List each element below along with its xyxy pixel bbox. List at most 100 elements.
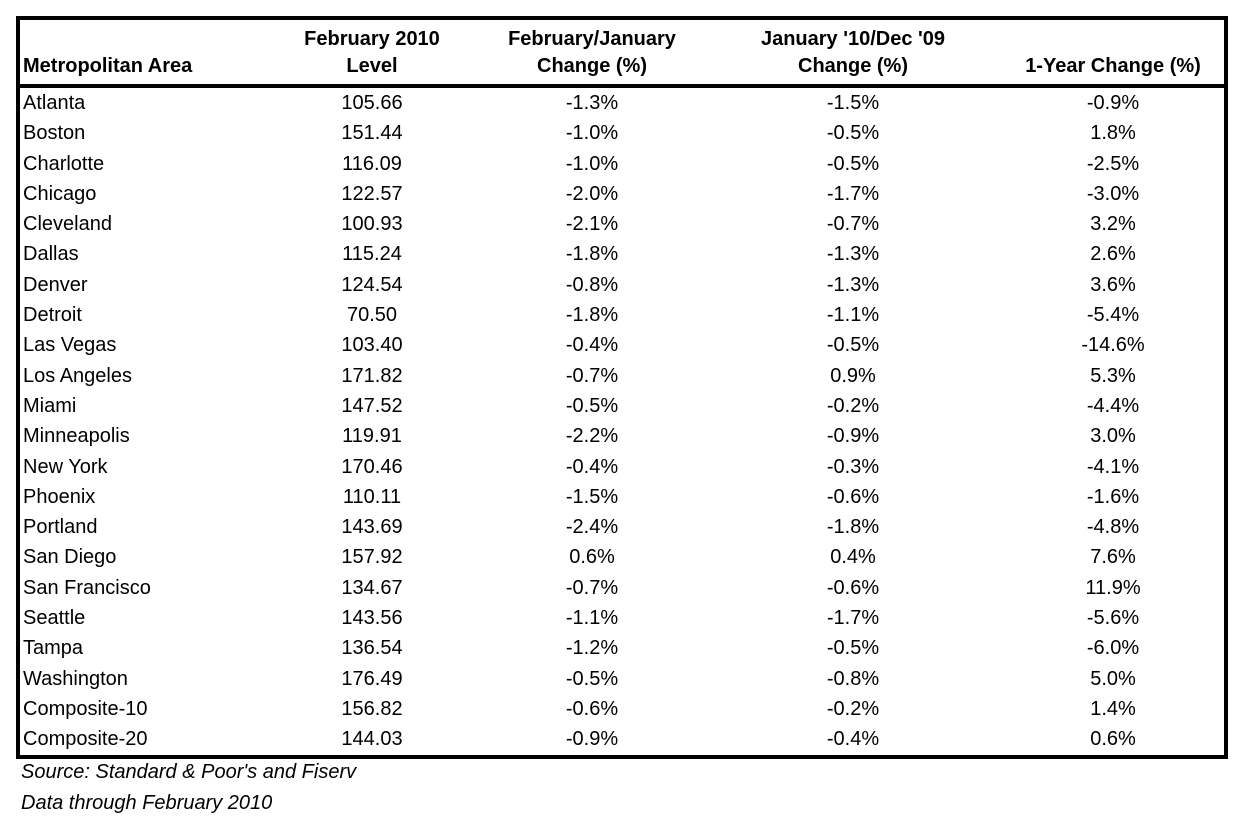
value-cell: -1.7% [826, 182, 880, 205]
value-cell: 134.67 [341, 576, 403, 599]
value-cell: -0.2% [826, 394, 880, 417]
metro-area-cell: Detroit [23, 304, 82, 327]
value-cell: -0.8% [826, 667, 880, 690]
home-price-index-table: Metropolitan Area February 2010 Level Febru… [16, 16, 1228, 759]
header-line: Metropolitan Area [23, 55, 193, 77]
value-cell: 136.54 [341, 637, 403, 660]
table-row: Chicago 122.57 -2.0% -1.7% -3.0% [20, 179, 1224, 209]
value-cell: -4.4% [1086, 394, 1140, 417]
value-cell: -0.7% [565, 364, 619, 387]
value-cell: -5.4% [1086, 304, 1140, 327]
value-cell: 7.6% [1090, 546, 1136, 569]
table-row: Minneapolis 119.91 -2.2% -0.9% 3.0% [20, 421, 1224, 451]
value-cell: -1.3% [565, 92, 619, 114]
column-header-metropolitan-area: Metropolitan Area [20, 20, 264, 88]
value-cell: 116.09 [342, 152, 402, 175]
value-cell: -6.0% [1086, 637, 1140, 660]
value-cell: -0.5% [826, 637, 880, 660]
table-row: Miami 147.52 -0.5% -0.2% -4.4% [20, 391, 1224, 421]
table-row: Dallas 115.24 -1.8% -1.3% 2.6% [20, 239, 1224, 269]
metro-area-cell: Los Angeles [23, 364, 132, 387]
value-cell: -1.6% [1086, 485, 1140, 508]
value-cell: -1.1% [565, 607, 619, 630]
value-cell: -0.5% [565, 667, 619, 690]
metro-area-cell: Atlanta [23, 92, 86, 114]
column-header-one-year-change: 1-Year Change (%) [1002, 20, 1224, 88]
value-cell: 122.57 [341, 182, 403, 205]
value-cell: -1.2% [565, 637, 619, 660]
value-cell: -1.0% [565, 152, 619, 175]
value-cell: 2.6% [1090, 243, 1136, 266]
metro-area-cell: Denver [23, 273, 88, 296]
value-cell: 1.8% [1090, 122, 1136, 145]
value-cell: -0.4% [565, 455, 619, 478]
value-cell: 5.0% [1090, 667, 1136, 690]
column-header-february-2010-level: February 2010 Level [264, 20, 480, 88]
metro-area-cell: Chicago [23, 182, 97, 205]
value-cell: 1.4% [1090, 697, 1136, 720]
metro-area-cell: Miami [23, 394, 77, 417]
value-cell: 170.46 [341, 455, 403, 478]
table-row: Detroit 70.50 -1.8% -1.1% -5.4% [20, 300, 1224, 330]
metro-area-cell: San Francisco [23, 576, 151, 599]
table-row: Composite-10 156.82 -0.6% -0.2% 1.4% [20, 694, 1224, 724]
metro-area-cell: New York [23, 455, 108, 478]
value-cell: 11.9% [1085, 576, 1141, 599]
value-cell: 147.52 [341, 394, 403, 417]
value-cell: -1.1% [826, 304, 880, 327]
value-cell: -1.8% [565, 243, 619, 266]
metro-area-cell: Composite-20 [23, 728, 148, 751]
value-cell: -0.5% [826, 152, 880, 175]
value-cell: 171.82 [341, 364, 403, 387]
value-cell: -0.6% [826, 485, 880, 508]
value-cell: 5.3% [1090, 364, 1136, 387]
table-row: Charlotte 116.09 -1.0% -0.5% -2.5% [20, 149, 1224, 179]
value-cell: 70.50 [346, 304, 398, 327]
value-cell: -0.5% [826, 334, 880, 357]
value-cell: -5.6% [1086, 607, 1140, 630]
table-row: Composite-20 144.03 -0.9% -0.4% 0.6% [20, 724, 1224, 754]
table-header: Metropolitan Area February 2010 Level Febru… [20, 20, 1224, 88]
metro-area-cell: Dallas [23, 243, 79, 266]
table-body: Atlanta 105.66 -1.3% -1.5% -0.9% Boston 151.44… [20, 88, 1224, 755]
value-cell: 103.40 [341, 334, 403, 357]
value-cell: 124.54 [341, 273, 403, 296]
value-cell: 0.4% [830, 546, 876, 569]
value-cell: -0.9% [1086, 92, 1140, 114]
value-cell: 176.49 [341, 667, 403, 690]
value-cell: 3.2% [1090, 213, 1136, 236]
value-cell: -1.8% [826, 516, 880, 539]
metro-area-cell: San Diego [23, 546, 117, 569]
value-cell: 0.6% [1090, 728, 1136, 751]
header-line: Change (%) [537, 55, 647, 77]
metro-area-cell: Composite-10 [23, 697, 148, 720]
value-cell: -14.6% [1081, 334, 1145, 357]
value-cell: -2.2% [565, 425, 619, 448]
header-line: January '10/Dec '09 [760, 28, 946, 50]
source-note: Source: Standard & Poor's and Fiserv [21, 761, 357, 783]
value-cell: 143.56 [341, 607, 403, 630]
value-cell: 110.11 [342, 485, 402, 508]
value-cell: -4.8% [1086, 516, 1140, 539]
column-header-february-january-change: February/January Change (%) [480, 20, 704, 88]
value-cell: -1.5% [826, 92, 880, 114]
metro-area-cell: Cleveland [23, 213, 112, 236]
value-cell: 119.91 [342, 425, 402, 448]
value-cell: -0.9% [565, 728, 619, 751]
table-row: Seattle 143.56 -1.1% -1.7% -5.6% [20, 603, 1224, 633]
value-cell: -0.6% [826, 576, 880, 599]
table-row: San Francisco 134.67 -0.7% -0.6% 11.9% [20, 573, 1224, 603]
value-cell: 115.24 [342, 243, 402, 266]
header-line: February 2010 [304, 28, 440, 50]
header-row: Metropolitan Area February 2010 Level Febru… [20, 20, 1224, 88]
value-cell: -0.9% [826, 425, 880, 448]
value-cell: -3.0% [1086, 182, 1140, 205]
value-cell: 105.66 [341, 92, 403, 114]
header-line: Change (%) [798, 55, 908, 77]
table-footnotes: Source: Standard & Poor's and Fiserv Dat… [21, 757, 356, 819]
metro-area-cell: Washington [23, 667, 128, 690]
table-row: Boston 151.44 -1.0% -0.5% 1.8% [20, 118, 1224, 148]
value-cell: -0.5% [565, 394, 619, 417]
value-cell: -0.7% [565, 576, 619, 599]
